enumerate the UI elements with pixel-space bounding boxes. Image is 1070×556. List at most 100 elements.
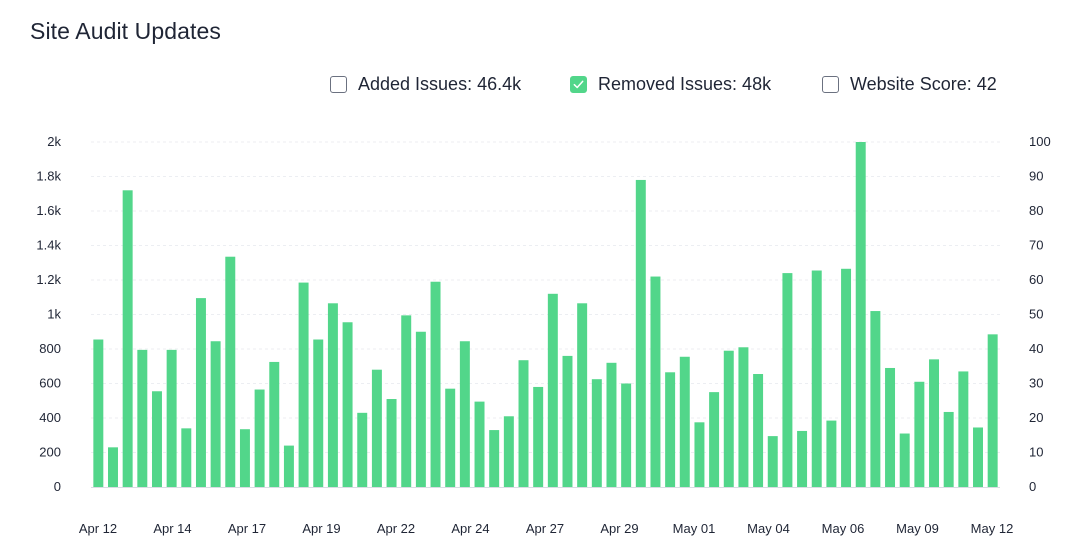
y-left-tick-label: 1.8k (36, 169, 61, 184)
checkmark-icon (573, 80, 584, 89)
bar (943, 411, 954, 487)
bar (738, 347, 749, 487)
bar (357, 412, 368, 487)
legend-item-removed-issues[interactable]: Removed Issues: 48k (570, 74, 771, 95)
x-tick-label: Apr 17 (228, 521, 266, 536)
bar (445, 388, 456, 487)
bar (239, 429, 250, 487)
bar (987, 334, 998, 487)
bar (855, 142, 866, 487)
bar (459, 341, 470, 487)
x-tick-label: Apr 19 (302, 521, 340, 536)
bar (430, 281, 441, 487)
y-left-tick-label: 1.4k (36, 238, 61, 253)
y-right-tick-label: 90 (1029, 169, 1043, 184)
bar (225, 256, 236, 487)
bar (533, 386, 544, 487)
bar (753, 374, 764, 487)
removed-issues-checkbox[interactable] (570, 76, 587, 93)
bar (137, 349, 148, 487)
bar (767, 436, 778, 487)
bar (195, 298, 206, 487)
bar (914, 381, 925, 487)
bar (870, 311, 881, 487)
bar (122, 190, 133, 488)
bar (298, 282, 309, 487)
bar (166, 349, 177, 487)
bar (723, 350, 734, 487)
bar (958, 371, 969, 487)
y-right-tick-label: 0 (1029, 479, 1036, 494)
legend-item-added-issues[interactable]: Added Issues: 46.4k (330, 74, 521, 95)
y-right-tick-label: 80 (1029, 203, 1043, 218)
y-left-tick-label: 0 (54, 479, 61, 494)
y-left-tick-label: 200 (39, 445, 61, 460)
bar (371, 369, 382, 487)
y-right-tick-label: 30 (1029, 376, 1043, 391)
y-right-tick-label: 40 (1029, 341, 1043, 356)
y-right-tick-label: 10 (1029, 445, 1043, 460)
bar (210, 341, 221, 487)
bar (181, 428, 192, 487)
y-right-tick-label: 100 (1029, 134, 1051, 149)
bar (489, 430, 500, 487)
y-left-tick-label: 2k (47, 134, 61, 149)
x-tick-label: Apr 24 (451, 521, 489, 536)
legend-label-website-score: Website Score: 42 (850, 74, 997, 94)
y-left-tick-label: 400 (39, 410, 61, 425)
y-right-tick-label: 70 (1029, 238, 1043, 253)
legend-label-added-issues: Added Issues: 46.4k (358, 74, 522, 94)
legend-label-removed-issues: Removed Issues: 48k (598, 74, 772, 94)
bar (665, 372, 676, 487)
bar (885, 367, 896, 487)
bar (518, 360, 529, 487)
legend: Added Issues: 46.4k Removed Issues: 48k … (0, 74, 1070, 98)
bar (577, 303, 588, 487)
bar (621, 383, 632, 487)
y-left-tick-label: 600 (39, 376, 61, 391)
bar (151, 391, 162, 487)
y-left-tick-label: 1k (47, 307, 61, 322)
x-tick-label: May 06 (822, 521, 865, 536)
bar (811, 270, 822, 487)
bar (679, 356, 690, 487)
bar (415, 331, 426, 487)
bar (709, 392, 720, 487)
bar (899, 433, 910, 487)
x-tick-label: May 12 (971, 521, 1014, 536)
bar (474, 401, 485, 487)
bar (591, 379, 602, 487)
bar (606, 362, 617, 487)
x-tick-label: Apr 12 (79, 521, 117, 536)
added-issues-checkbox[interactable] (330, 76, 347, 93)
bar (327, 303, 338, 487)
bar (283, 445, 294, 487)
bar (503, 416, 514, 487)
legend-item-website-score[interactable]: Website Score: 42 (822, 74, 997, 95)
bar (313, 339, 324, 487)
y-right-tick-label: 50 (1029, 307, 1043, 322)
x-tick-label: Apr 22 (377, 521, 415, 536)
x-tick-label: May 09 (896, 521, 939, 536)
bar (797, 430, 808, 487)
bar (547, 293, 558, 487)
bar (562, 355, 573, 487)
x-tick-label: Apr 14 (153, 521, 191, 536)
y-left-tick-label: 800 (39, 341, 61, 356)
bar (386, 399, 397, 487)
bar (650, 276, 661, 487)
x-tick-label: May 01 (673, 521, 716, 536)
bar (841, 268, 852, 487)
bar (826, 420, 837, 487)
x-tick-label: May 04 (747, 521, 790, 536)
bar (269, 361, 280, 487)
bar (93, 339, 104, 487)
bar (108, 447, 118, 487)
y-right-tick-label: 60 (1029, 272, 1043, 287)
bar (342, 322, 353, 487)
bar (694, 422, 705, 487)
y-right-tick-label: 20 (1029, 410, 1043, 425)
bar (254, 389, 265, 487)
website-score-checkbox[interactable] (822, 76, 839, 93)
